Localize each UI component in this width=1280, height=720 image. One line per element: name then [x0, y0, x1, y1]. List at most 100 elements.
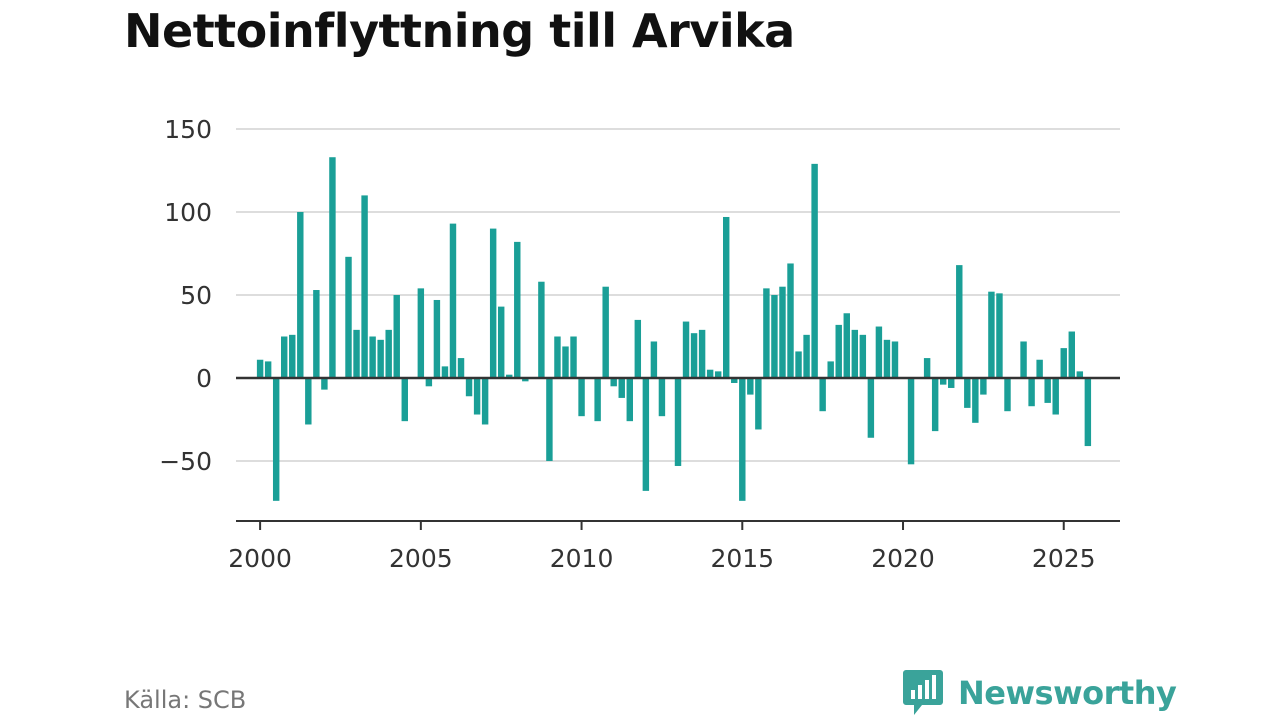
source-label: Källa: SCB: [124, 686, 247, 714]
bar: [891, 341, 899, 378]
x-tick-label: 2010: [550, 544, 614, 573]
bar: [345, 256, 352, 378]
bar: [779, 286, 786, 378]
bars: [256, 157, 1092, 501]
bar: [811, 163, 818, 378]
bar: [457, 358, 465, 378]
bar: [771, 295, 778, 378]
bar: [923, 358, 931, 378]
bar: [634, 319, 642, 378]
bar: [819, 378, 826, 412]
bar: [289, 334, 296, 378]
y-tick-label: 100: [164, 198, 212, 227]
bar: [433, 299, 441, 378]
x-tick-label: 2015: [710, 544, 774, 573]
bar: [690, 333, 698, 378]
bar: [578, 378, 585, 417]
bar: [642, 378, 650, 491]
bar: [787, 263, 794, 378]
brand-name: Newsworthy: [958, 674, 1177, 712]
bar: [272, 378, 280, 501]
chart-title: Nettoinflyttning till Arvika: [124, 4, 795, 58]
bar: [1020, 341, 1027, 378]
bar: [803, 334, 810, 378]
x-tick-label: 2005: [389, 544, 453, 573]
bar: [851, 329, 859, 378]
bar: [313, 290, 320, 378]
newsworthy-logo: Newsworthy: [902, 668, 1177, 718]
bar: [618, 378, 625, 398]
grid-lines: [236, 128, 1120, 462]
bar: [353, 329, 360, 378]
bar: [401, 378, 408, 422]
bar: [369, 336, 376, 378]
y-tick-label: 150: [164, 115, 212, 144]
bar: [827, 361, 834, 378]
x-tick-label: 2020: [871, 544, 935, 573]
bar: [843, 313, 850, 378]
bar: [1052, 378, 1059, 415]
bar: [972, 378, 979, 423]
bar: [1036, 359, 1043, 378]
bar: [570, 336, 577, 378]
bar: [706, 369, 714, 378]
bar: [1044, 378, 1051, 403]
bar: [939, 378, 947, 385]
bar: [956, 265, 963, 378]
newsworthy-icon: [903, 670, 943, 715]
bar: [538, 281, 545, 378]
x-tick-label: 2000: [228, 544, 292, 573]
x-tick-label: 2025: [1032, 544, 1096, 573]
bar: [297, 212, 304, 378]
bar: [859, 334, 867, 378]
bar: [441, 366, 449, 378]
bar: [562, 346, 569, 378]
bar: [1084, 378, 1092, 447]
bar: [875, 326, 883, 378]
bar: [723, 216, 730, 378]
bar: [731, 378, 738, 383]
bar: [514, 241, 521, 378]
bar: [626, 378, 633, 422]
bar: [650, 341, 658, 378]
bar: [264, 361, 272, 378]
bar: [698, 329, 706, 378]
bar: [1060, 348, 1067, 378]
bar: [1076, 371, 1084, 378]
bar: [964, 378, 971, 408]
bar: [393, 295, 400, 378]
y-tick-label: 0: [196, 364, 212, 393]
bar: [867, 378, 875, 438]
bar: [1028, 378, 1035, 407]
bar: [980, 378, 987, 395]
bar: [554, 336, 561, 378]
bar: [481, 378, 489, 425]
bar: [996, 293, 1003, 378]
bar: [907, 378, 915, 465]
bar: [610, 378, 617, 387]
bar: [329, 157, 336, 378]
y-tick-label: 50: [180, 281, 212, 310]
bar: [739, 378, 746, 501]
bar: [988, 291, 995, 378]
bar: [755, 378, 762, 430]
bar: [674, 378, 682, 466]
bar: [473, 378, 481, 415]
bar: [506, 374, 513, 378]
bar: [256, 359, 264, 378]
bar: [305, 378, 312, 425]
bar: [931, 378, 939, 432]
bar: [1068, 331, 1075, 378]
bar: [546, 378, 553, 461]
bar: [281, 336, 288, 378]
tick-labels: −50 0 50 100 150 2000 2005 2010 2015 2020 2025: [159, 115, 1095, 573]
y-tick-label: −50: [159, 447, 212, 476]
bar: [714, 371, 722, 378]
bar: [377, 339, 384, 378]
bar: [361, 195, 368, 378]
bar: [883, 339, 891, 378]
axes: [236, 376, 1120, 530]
bar: [795, 351, 802, 378]
bar: [385, 329, 392, 378]
bar: [602, 286, 609, 378]
